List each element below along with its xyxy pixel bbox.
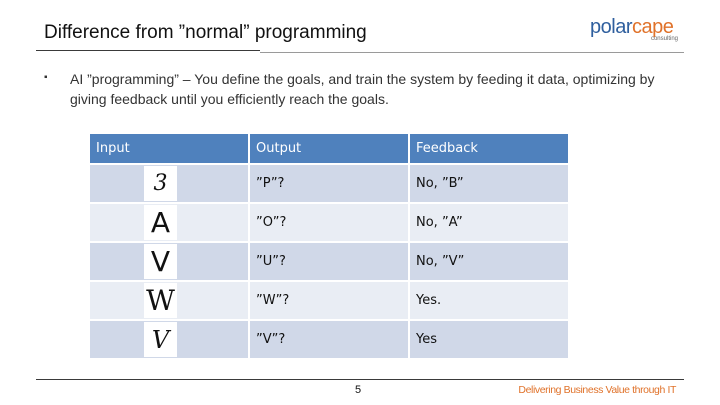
table-row: V ”U”? No, ”V”: [88, 241, 570, 282]
footer-tagline: Delivering Business Value through IT: [518, 384, 676, 396]
feedback-cell: Yes.: [408, 280, 570, 321]
handwritten-glyph: A: [144, 205, 177, 240]
feedback-cell: No, ”B”: [408, 163, 570, 204]
training-table: Input Output Feedback 3 ”P”? No, ”B” A ”…: [88, 132, 570, 360]
input-cell: W: [88, 280, 250, 321]
bullet-square-icon: ▪: [44, 72, 48, 83]
output-cell: ”V”?: [248, 319, 410, 360]
table-row: W ”W”? Yes.: [88, 280, 570, 321]
input-cell: 3: [88, 163, 250, 204]
handwritten-glyph: V: [144, 322, 177, 357]
feedback-cell: Yes: [408, 319, 570, 360]
output-cell: ”W”?: [248, 280, 410, 321]
logo-wordmark-part2: cape: [631, 16, 674, 38]
logo-wordmark-part1: polar: [590, 16, 632, 38]
header-feedback: Feedback: [408, 132, 570, 165]
title-divider: [260, 52, 684, 53]
input-cell: V: [88, 241, 250, 282]
polarcape-logo: polarcape consulting: [590, 16, 682, 46]
feedback-cell: No, ”V”: [408, 241, 570, 282]
title-underline: [36, 50, 260, 51]
output-cell: ”U”?: [248, 241, 410, 282]
output-cell: ”P”?: [248, 163, 410, 204]
input-cell: V: [88, 319, 250, 360]
handwritten-glyph: V: [144, 244, 177, 279]
bullet-text: AI ”programming” – You define the goals,…: [70, 71, 655, 107]
table-row: 3 ”P”? No, ”B”: [88, 163, 570, 204]
output-cell: ”O”?: [248, 202, 410, 243]
handwritten-glyph: 3: [144, 166, 177, 201]
footer-divider: [36, 379, 684, 380]
feedback-cell: No, ”A”: [408, 202, 570, 243]
header-output: Output: [248, 132, 410, 165]
logo-subtitle: consulting: [650, 36, 678, 42]
page-number: 5: [355, 384, 362, 396]
input-cell: A: [88, 202, 250, 243]
table-row: V ”V”? Yes: [88, 319, 570, 360]
table-row: A ”O”? No, ”A”: [88, 202, 570, 243]
table-header-row: Input Output Feedback: [88, 132, 570, 165]
handwritten-glyph: W: [144, 283, 177, 318]
logo-wordmark: polarcape: [590, 16, 674, 39]
slide-title: Difference from ”normal” programming: [44, 22, 367, 43]
header-input: Input: [88, 132, 250, 165]
